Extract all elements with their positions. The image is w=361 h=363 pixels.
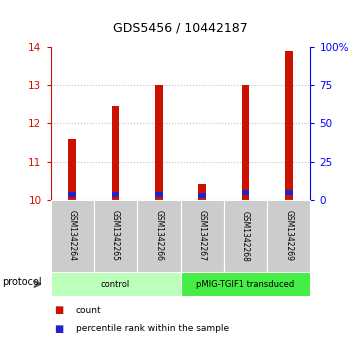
Bar: [285, 51, 293, 200]
Text: GSM1342266: GSM1342266: [155, 211, 163, 261]
Text: pMIG-TGIF1 transduced: pMIG-TGIF1 transduced: [196, 280, 295, 289]
Bar: [198, 193, 206, 198]
Bar: [198, 184, 206, 200]
Text: GSM1342264: GSM1342264: [68, 211, 77, 261]
Text: GSM1342268: GSM1342268: [241, 211, 250, 261]
Text: GDS5456 / 10442187: GDS5456 / 10442187: [113, 21, 248, 34]
Text: GSM1342265: GSM1342265: [111, 211, 120, 261]
Text: control: control: [101, 280, 130, 289]
Bar: [112, 106, 119, 200]
Bar: [242, 85, 249, 200]
Text: GSM1342267: GSM1342267: [198, 211, 206, 261]
Bar: [68, 192, 76, 197]
Text: ■: ■: [54, 305, 64, 315]
Text: protocol: protocol: [2, 277, 42, 287]
Text: percentile rank within the sample: percentile rank within the sample: [76, 324, 229, 333]
Text: count: count: [76, 306, 101, 315]
Bar: [155, 192, 163, 197]
Bar: [68, 139, 76, 200]
Bar: [112, 192, 119, 197]
Bar: [155, 85, 163, 200]
Bar: [285, 190, 293, 195]
Text: GSM1342269: GSM1342269: [284, 211, 293, 261]
Text: ■: ■: [54, 323, 64, 334]
Bar: [242, 190, 249, 195]
